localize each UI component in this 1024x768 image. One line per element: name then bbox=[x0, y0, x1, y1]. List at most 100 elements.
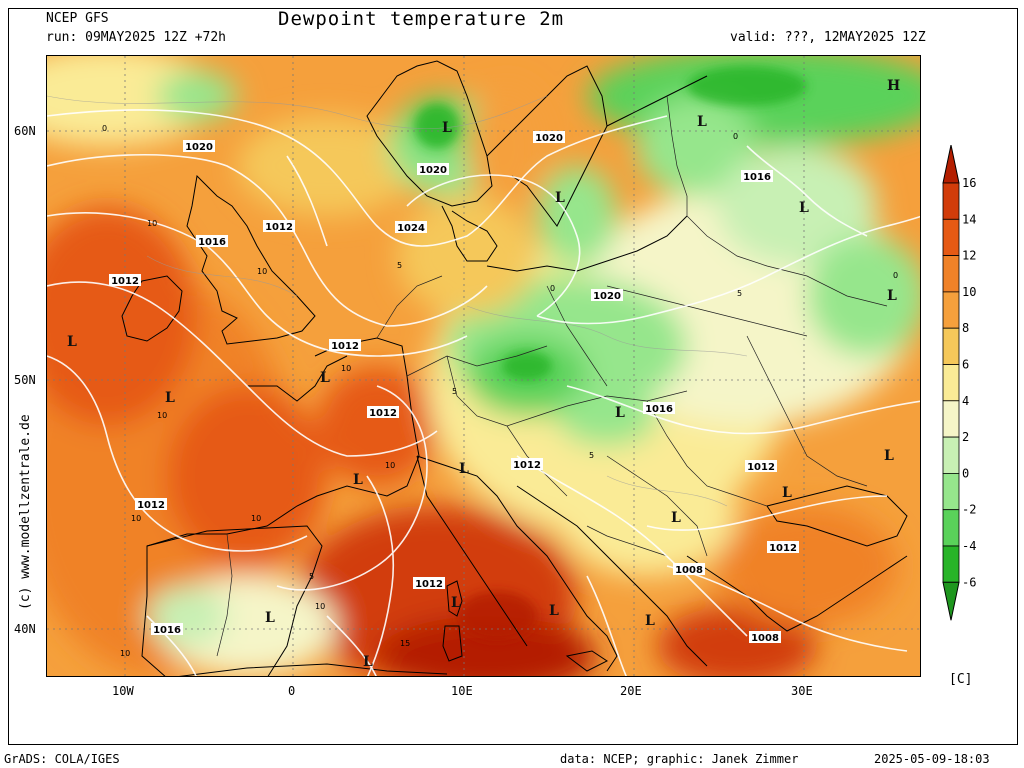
colorbar-tick-label: 14 bbox=[962, 212, 976, 226]
svg-text:1012: 1012 bbox=[265, 222, 293, 233]
colorbar-tick-label: 16 bbox=[962, 176, 976, 190]
isobar-label: 1012 bbox=[745, 460, 777, 473]
map-title: Dewpoint temperature 2m bbox=[278, 8, 565, 30]
svg-text:L: L bbox=[615, 405, 625, 421]
colorbar-tick-label: 12 bbox=[962, 249, 976, 263]
colorbar-box bbox=[942, 255, 960, 293]
colorbar-box bbox=[942, 436, 960, 474]
svg-text:10: 10 bbox=[257, 267, 267, 276]
isobar-label: 1024 bbox=[395, 221, 427, 234]
svg-text:L: L bbox=[549, 603, 559, 619]
valid-label: valid: ???, 12MAY2025 12Z bbox=[730, 30, 926, 45]
svg-text:1012: 1012 bbox=[415, 579, 443, 590]
colorbar-tick-label: -4 bbox=[962, 539, 976, 553]
minor-labels: 10 10 10 10 10 10 10 5 5 5 5 5 0 0 0 0 1… bbox=[102, 124, 898, 658]
svg-text:10: 10 bbox=[131, 514, 141, 523]
lon-tick-10e: 10E bbox=[451, 684, 473, 698]
colorbar-box bbox=[942, 545, 960, 583]
colorbar-box bbox=[942, 327, 960, 365]
svg-text:L: L bbox=[442, 120, 452, 136]
isobar-label: 1016 bbox=[741, 170, 773, 183]
svg-text:1008: 1008 bbox=[675, 565, 703, 576]
svg-text:1020: 1020 bbox=[535, 133, 563, 144]
colorbar-tick-label: 10 bbox=[962, 285, 976, 299]
lat-tick-40n: 40N bbox=[14, 622, 36, 636]
colorbar-tick-label: -6 bbox=[962, 575, 976, 589]
isobar-labels: 1020 1016 1012 1024 1020 1020 1016 1020 … bbox=[109, 131, 799, 644]
minor-contours bbox=[47, 95, 748, 507]
svg-text:L: L bbox=[451, 595, 461, 611]
svg-text:1012: 1012 bbox=[137, 500, 165, 511]
svg-text:1024: 1024 bbox=[397, 223, 425, 234]
colorbar-min-arrow bbox=[942, 581, 960, 621]
svg-text:0: 0 bbox=[893, 271, 898, 280]
lat-tick-50n: 50N bbox=[14, 373, 36, 387]
colorbar-tick-label: 0 bbox=[962, 466, 969, 480]
svg-text:5: 5 bbox=[397, 261, 402, 270]
colorbar-tick-label: 6 bbox=[962, 358, 969, 372]
isobar-label: 1012 bbox=[263, 220, 295, 233]
svg-text:H: H bbox=[887, 78, 900, 94]
svg-text:1012: 1012 bbox=[111, 276, 139, 287]
svg-text:L: L bbox=[887, 288, 897, 304]
svg-text:5: 5 bbox=[452, 387, 457, 396]
isobar-label: 1016 bbox=[196, 235, 228, 248]
plot-frame bbox=[8, 8, 1018, 745]
map-canvas: 1020 1016 1012 1024 1020 1020 1016 1020 … bbox=[47, 56, 920, 676]
colorbar-unit: [C] bbox=[949, 672, 973, 687]
svg-text:10: 10 bbox=[157, 411, 167, 420]
svg-text:L: L bbox=[555, 190, 565, 206]
svg-text:L: L bbox=[884, 448, 894, 464]
svg-text:1020: 1020 bbox=[419, 165, 447, 176]
svg-text:0: 0 bbox=[102, 124, 107, 133]
colorbar-max-arrow bbox=[942, 144, 960, 184]
svg-text:L: L bbox=[165, 390, 175, 406]
svg-text:L: L bbox=[671, 510, 681, 526]
isobar-label: 1020 bbox=[533, 131, 565, 144]
colorbar-tick-label: 2 bbox=[962, 430, 969, 444]
colorbar-boxes bbox=[942, 144, 960, 621]
colorbar-tick-label: -2 bbox=[962, 503, 976, 517]
colorbar-tick-label: 8 bbox=[962, 321, 969, 335]
pressure-centers: L L L L L L L L L L L L L L L L L L L H bbox=[67, 78, 900, 670]
svg-text:1012: 1012 bbox=[769, 543, 797, 554]
svg-text:1012: 1012 bbox=[369, 408, 397, 419]
svg-text:5: 5 bbox=[309, 572, 314, 581]
svg-text:1016: 1016 bbox=[645, 404, 673, 415]
isobars bbox=[47, 109, 920, 676]
isobar-label: 1016 bbox=[643, 402, 675, 415]
svg-text:1012: 1012 bbox=[513, 460, 541, 471]
svg-text:5: 5 bbox=[737, 289, 742, 298]
lon-tick-20e: 20E bbox=[620, 684, 642, 698]
footer-right: 2025-05-09-18:03 bbox=[874, 752, 990, 766]
colorbar-box bbox=[942, 400, 960, 438]
lon-tick-10w: 10W bbox=[112, 684, 134, 698]
run-label: run: 09MAY2025 12Z +72h bbox=[46, 30, 227, 45]
svg-text:10: 10 bbox=[315, 602, 325, 611]
isobar-label: 1012 bbox=[329, 339, 361, 352]
svg-text:1016: 1016 bbox=[198, 237, 226, 248]
isobar-label: 1012 bbox=[367, 406, 399, 419]
lon-tick-0: 0 bbox=[288, 684, 296, 698]
svg-text:L: L bbox=[799, 200, 809, 216]
svg-text:L: L bbox=[353, 472, 363, 488]
svg-text:15: 15 bbox=[400, 639, 410, 648]
isobar-label: 1012 bbox=[511, 458, 543, 471]
colorbar-labels: 16 14 12 10 8 6 4 2 0 -2 -4 -6 bbox=[962, 176, 976, 589]
graticule bbox=[47, 56, 920, 676]
svg-text:10: 10 bbox=[341, 364, 351, 373]
svg-text:L: L bbox=[320, 370, 330, 386]
svg-text:L: L bbox=[697, 114, 707, 130]
isobar-label: 1020 bbox=[417, 163, 449, 176]
colorbar-box bbox=[942, 364, 960, 402]
lat-tick-60n: 60N bbox=[14, 124, 36, 138]
isobar-label: 1012 bbox=[135, 498, 167, 511]
svg-text:L: L bbox=[782, 485, 792, 501]
isobar-label: 1008 bbox=[673, 563, 705, 576]
isobar-label: 1016 bbox=[151, 623, 183, 636]
borders bbox=[216, 95, 888, 657]
svg-text:L: L bbox=[265, 610, 275, 626]
isobar-label: 1012 bbox=[413, 577, 445, 590]
svg-text:L: L bbox=[645, 613, 655, 629]
footer-left: GrADS: COLA/IGES bbox=[4, 752, 120, 766]
